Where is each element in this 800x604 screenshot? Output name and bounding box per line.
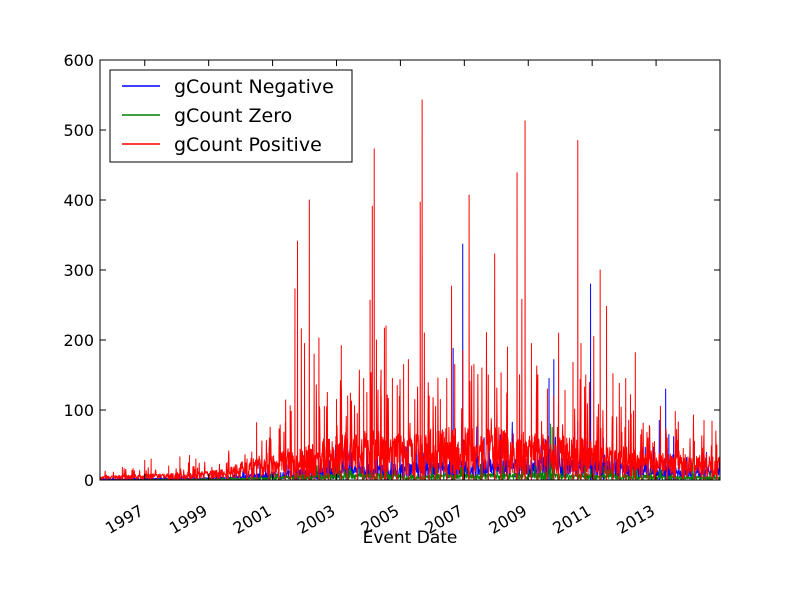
y-tick-label-500: 500 <box>63 121 94 140</box>
y-tick-label-100: 100 <box>63 401 94 420</box>
series-layer <box>99 99 721 481</box>
legend-label-gcount-positive: gCount Positive <box>174 134 322 156</box>
x-axis-label: Event Date <box>363 528 458 548</box>
y-tick-label-600: 600 <box>63 51 94 70</box>
y-tick-label-0: 0 <box>84 471 94 490</box>
y-tick-label-400: 400 <box>63 191 94 210</box>
legend-label-gcount-zero: gCount Zero <box>174 105 292 127</box>
legend: gCount Negative gCount Zero gCount Positiv… <box>109 69 353 163</box>
y-tick-label-300: 300 <box>63 261 94 280</box>
y-tick-label-200: 200 <box>63 331 94 350</box>
legend-label-gcount-negative: gCount Negative <box>174 76 334 98</box>
series-line-gcount-positive <box>99 99 721 481</box>
